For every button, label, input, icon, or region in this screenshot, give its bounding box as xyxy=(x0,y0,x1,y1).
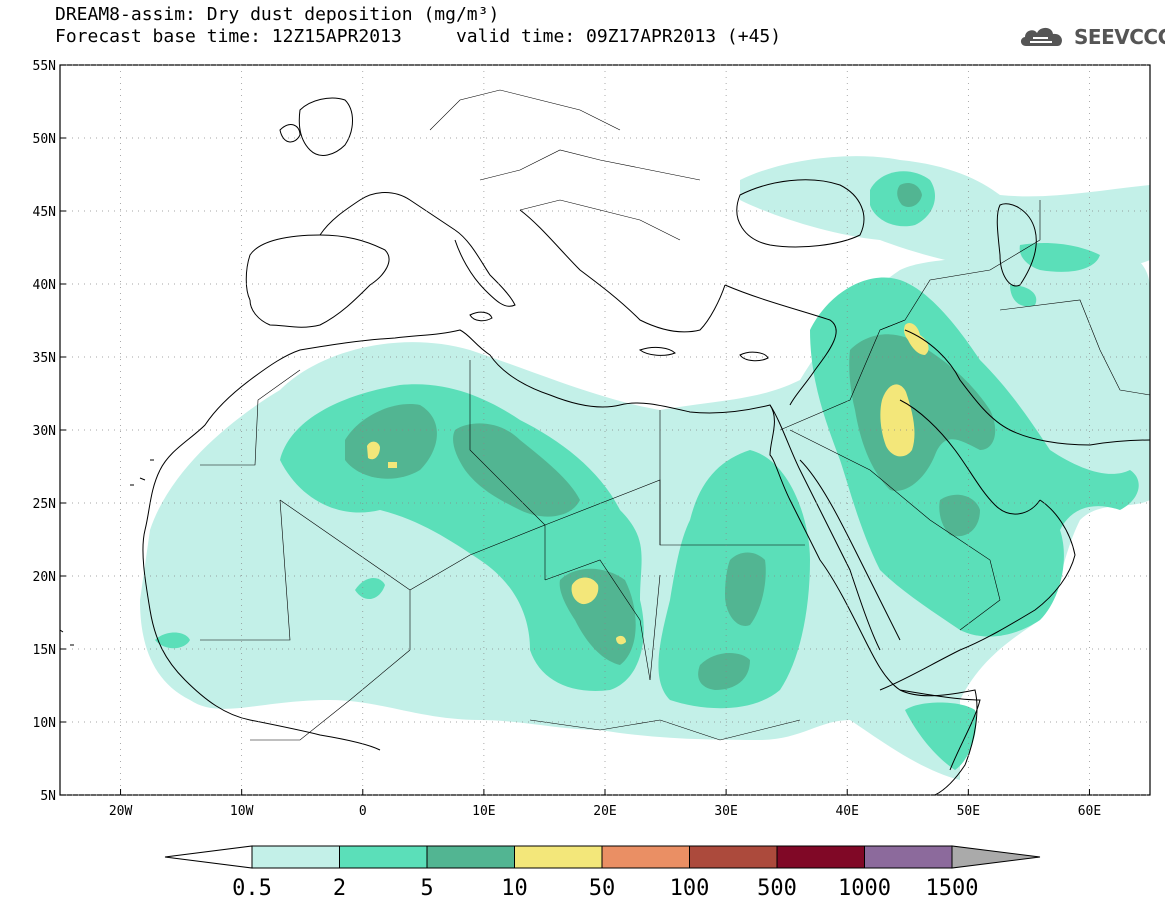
country-borders xyxy=(200,89,1150,741)
colorbar-low-arrow xyxy=(164,845,253,869)
colorbar-label: 500 xyxy=(757,876,797,901)
lat-tick-label: 40N xyxy=(33,278,56,293)
colorbar-label: 1000 xyxy=(838,876,891,901)
lat-tick-label: 20N xyxy=(33,570,56,585)
colorbar-high-arrow xyxy=(951,845,1041,869)
lon-tick-label: 60E xyxy=(1078,804,1101,819)
lat-tick-label: 25N xyxy=(33,497,56,512)
latitude-axis: 55N 50N 45N 40N 35N 30N 25N 20N 15N 10N 5N xyxy=(33,59,66,804)
colorbar-swatch xyxy=(426,845,515,869)
colorbar-label: 2 xyxy=(333,876,346,901)
lat-tick-label: 15N xyxy=(33,643,56,658)
colorbar-label: 50 xyxy=(589,876,616,901)
lon-tick-label: 30E xyxy=(714,804,737,819)
colorbar-label: 100 xyxy=(670,876,710,901)
colorbar-swatch xyxy=(689,845,778,869)
map-title: DREAM8-assim: Dry dust deposition (mg/m³… xyxy=(55,4,500,25)
lat-tick-label: 45N xyxy=(33,205,56,220)
colorbar-swatch xyxy=(601,845,690,869)
lat-tick-label: 30N xyxy=(33,424,56,439)
longitude-axis: 20W 10W 0 10E 20E 30E 40E 50E 60E xyxy=(109,789,1101,819)
logo-text: SEEVCCC xyxy=(1074,25,1165,49)
lon-tick-label: 20W xyxy=(109,804,133,819)
colorbar-label: 10 xyxy=(501,876,528,901)
colorbar-legend: 0.5 2 5 10 50 100 500 1000 1500 xyxy=(164,845,1041,901)
lon-tick-label: 20E xyxy=(593,804,616,819)
lat-tick-label: 10N xyxy=(33,716,56,731)
colorbar-label: 1500 xyxy=(926,876,979,901)
dust-level-4-region xyxy=(367,323,929,645)
colorbar-swatch xyxy=(776,845,865,869)
lon-tick-label: 50E xyxy=(957,804,980,819)
lon-tick-label: 10W xyxy=(230,804,254,819)
colorbar-swatch xyxy=(339,845,428,869)
lat-tick-label: 50N xyxy=(33,132,56,147)
coastlines xyxy=(60,97,1150,795)
lon-tick-label: 0 xyxy=(359,804,367,819)
seevccc-logo: SEEVCCC xyxy=(1018,24,1165,50)
colorbar-swatch xyxy=(514,845,603,869)
lat-tick-label: 55N xyxy=(33,59,56,74)
colorbar-swatch xyxy=(251,845,340,869)
colorbar-label: 5 xyxy=(420,876,433,901)
lon-tick-label: 40E xyxy=(835,804,858,819)
colorbar-swatch xyxy=(864,845,953,869)
lat-tick-label: 35N xyxy=(33,351,56,366)
map-subtitle: Forecast base time: 12Z15APR2013 valid t… xyxy=(55,26,782,47)
colorbar-label: 0.5 xyxy=(232,876,272,901)
lon-tick-label: 10E xyxy=(472,804,495,819)
lat-tick-label: 5N xyxy=(40,789,56,804)
dust-level-3-region xyxy=(345,183,996,690)
cloud-icon xyxy=(1020,27,1063,46)
dust-fields xyxy=(140,156,1150,781)
